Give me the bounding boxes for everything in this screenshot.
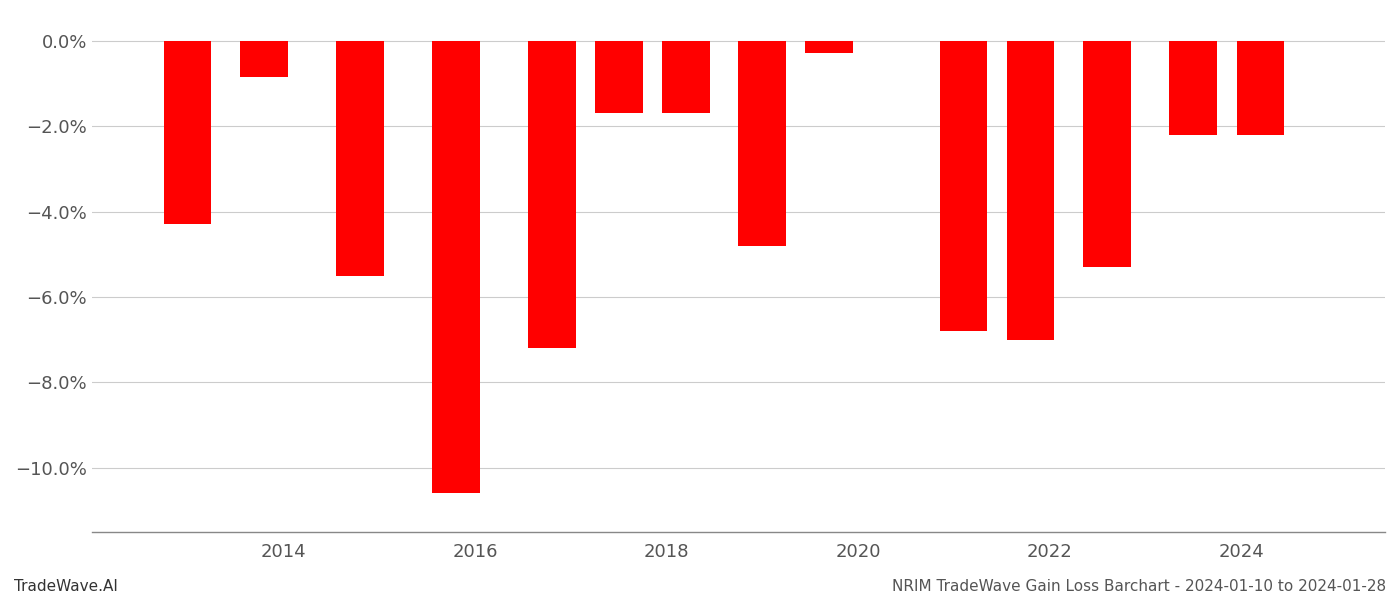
Text: NRIM TradeWave Gain Loss Barchart - 2024-01-10 to 2024-01-28: NRIM TradeWave Gain Loss Barchart - 2024…: [892, 579, 1386, 594]
Bar: [431, 41, 480, 493]
Bar: [241, 41, 288, 77]
Bar: [939, 41, 987, 331]
Bar: [1007, 41, 1054, 340]
Bar: [1169, 41, 1218, 134]
Bar: [1236, 41, 1284, 134]
Bar: [528, 41, 575, 348]
Bar: [1084, 41, 1131, 267]
Bar: [805, 41, 854, 53]
Bar: [662, 41, 710, 113]
Bar: [164, 41, 211, 224]
Bar: [595, 41, 643, 113]
Text: TradeWave.AI: TradeWave.AI: [14, 579, 118, 594]
Bar: [336, 41, 384, 275]
Bar: [738, 41, 787, 245]
